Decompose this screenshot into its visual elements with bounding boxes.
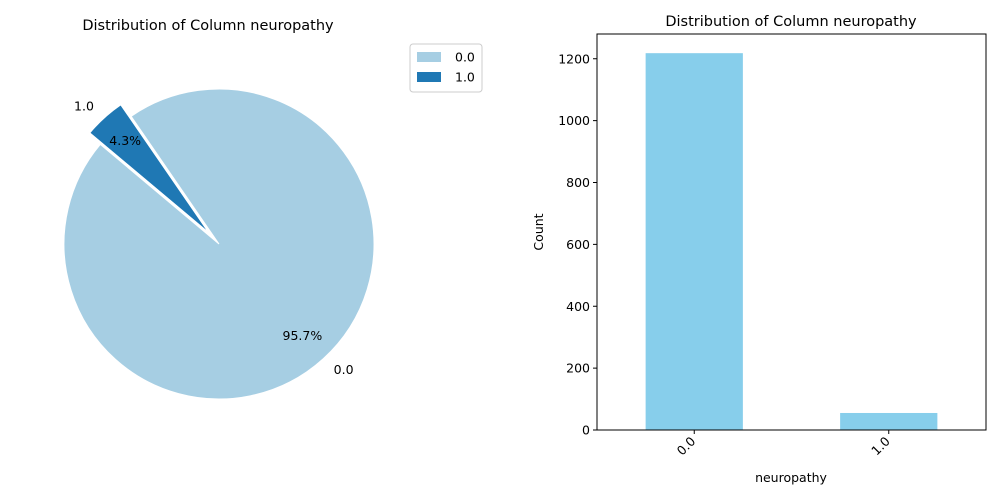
legend-label-0: 0.0 — [455, 50, 475, 65]
y-tick-label-800: 800 — [566, 175, 590, 190]
y-tick-label-1000: 1000 — [558, 113, 590, 128]
bar-title: Distribution of Column neuropathy — [665, 14, 917, 30]
x-tick-label-0.0: 0.0 — [674, 433, 699, 458]
y-axis-label: Count — [531, 213, 546, 250]
y-tick-label-600: 600 — [566, 237, 590, 252]
pie-label-0.0: 0.0 — [334, 362, 354, 377]
plot-frame — [596, 33, 987, 431]
bar-chart: Distribution of Column neuropathy 0 200 40… — [531, 14, 987, 485]
y-tick-label-1200: 1200 — [558, 51, 590, 66]
pie-chart: Distribution of Column neuropathy 0.0 95.… — [63, 18, 483, 400]
y-tick-label-200: 200 — [566, 361, 590, 376]
legend-swatch-0 — [417, 52, 441, 62]
x-tick-label-1.0: 1.0 — [868, 433, 893, 458]
pie-pct-1.0: 4.3% — [109, 133, 141, 148]
pie-label-1.0: 1.0 — [74, 98, 94, 113]
y-tick-label-0: 0 — [582, 423, 590, 438]
pie-legend: 0.0 1.0 — [409, 43, 483, 93]
pie-pct-0.0: 95.7% — [283, 328, 323, 343]
pie-slice-0.0 — [63, 88, 375, 400]
legend-swatch-1 — [417, 72, 441, 82]
pie-title: Distribution of Column neuropathy — [82, 18, 334, 34]
x-axis-label: neuropathy — [755, 470, 827, 485]
legend-label-1: 1.0 — [455, 70, 475, 85]
pie-slice-1.0 — [89, 104, 209, 233]
y-tick-label-400: 400 — [566, 299, 590, 314]
bar-0.0 — [645, 53, 743, 431]
bar-1.0 — [840, 412, 938, 430]
